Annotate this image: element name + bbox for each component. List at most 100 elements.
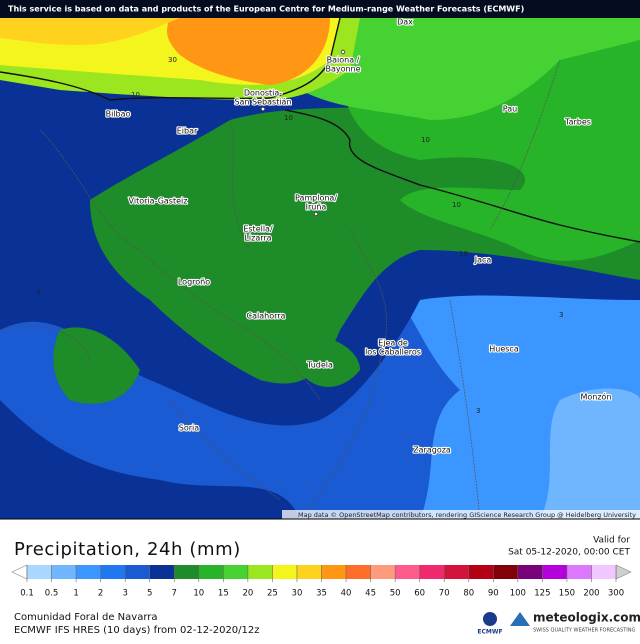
- city-label: Tudela: [306, 361, 333, 370]
- colorbar-swatch: [51, 565, 77, 579]
- contour-label: 10: [459, 250, 468, 258]
- colorbar-swatch: [419, 565, 445, 579]
- colorbar-tick-label: 7: [172, 589, 177, 599]
- contour-label: 10: [421, 136, 430, 144]
- colorbar-tick-label: 90: [488, 589, 499, 599]
- attribution-bg: [282, 510, 640, 519]
- admin-border: [0, 59, 561, 519]
- ecmwf-text: ECMWF: [477, 629, 502, 636]
- tagline: SWISS QUALITY WEATHER FORECASTING: [533, 628, 635, 634]
- brand-logo: [510, 612, 530, 626]
- colorbar-tick-label: 40: [341, 589, 352, 599]
- brand: meteologix.com: [533, 611, 640, 625]
- city-label: Soria: [179, 424, 199, 433]
- area: [53, 327, 140, 404]
- city-label: Lizarra: [244, 234, 271, 243]
- colorbar-tick-label: 0.1: [20, 589, 34, 599]
- area: [167, 18, 330, 85]
- city-label: Calahorra: [247, 312, 286, 321]
- city-label: Iruña: [306, 203, 327, 212]
- area: [90, 107, 640, 384]
- city-label: Bayonne: [325, 65, 360, 74]
- colorbar-swatch: [174, 565, 199, 579]
- contour-label: 3: [559, 311, 563, 319]
- colorbar-tick-label: 45: [365, 589, 376, 599]
- city-label: Monzón: [580, 392, 611, 402]
- city-label: los Caballeros: [365, 348, 421, 357]
- colorbar-tick-label: 1: [73, 589, 78, 599]
- city-label: Baiona /: [327, 56, 360, 65]
- colorbar-tick-label: 20: [242, 589, 253, 599]
- colorbar-swatch: [198, 565, 224, 579]
- colorbar-swatch: [517, 565, 543, 579]
- valid-time: Sat 05-12-2020, 00:00 CET: [508, 548, 630, 558]
- colorbar-tick-label: 3: [122, 589, 127, 599]
- colorbar-tick-label: 10: [193, 589, 204, 599]
- colorbar-tick-label: 100: [510, 589, 526, 599]
- ecmwf-logo: [483, 612, 497, 626]
- area: [0, 400, 300, 519]
- city-dot: [313, 211, 319, 217]
- map: 30 10 10 10 10 10 3 3 3 Dax Baiona / Bay…: [0, 0, 640, 519]
- area: [0, 18, 180, 45]
- colorbar-swatch: [493, 565, 518, 579]
- colorbar-swatch: [149, 565, 175, 579]
- colorbar-tick-label: 15: [218, 589, 229, 599]
- contour-label: 10: [131, 91, 140, 99]
- area: [540, 388, 640, 519]
- city-label: Tarbes: [564, 118, 591, 127]
- footer-region: Comunidad Foral de Navarra: [14, 612, 158, 623]
- colorbar-swatch: [321, 565, 347, 579]
- city-label: Dax: [397, 18, 413, 27]
- colorbar-swatch: [272, 565, 297, 579]
- colorbar-swatch: [370, 565, 396, 579]
- contour-label: 3: [476, 407, 480, 415]
- colorbar-swatch: [395, 565, 420, 579]
- colorbar-tick-label: 300: [608, 589, 624, 599]
- colorbar-tick-label: 60: [414, 589, 425, 599]
- colorbar-arrow: [615, 564, 632, 580]
- colorbar-tick-label: 2: [98, 589, 103, 599]
- city-label: Pau: [503, 105, 517, 114]
- city-label: Donostia-: [244, 89, 282, 98]
- colorbar-tick-label: 50: [390, 589, 401, 599]
- city-label: Pamplona/: [295, 194, 337, 203]
- contour-label: 10: [452, 201, 461, 209]
- city-label: Huesca: [489, 345, 519, 354]
- colorbar-tick-label: 125: [534, 589, 550, 599]
- border: [284, 109, 640, 243]
- colorbar-arrow: [11, 564, 28, 580]
- colorbar-tick-label: 70: [439, 589, 450, 599]
- colorbar-tick-label: 5: [147, 589, 152, 599]
- city-label: Bilbao: [106, 110, 131, 119]
- area: [300, 337, 360, 387]
- colorbar-tick-label: 30: [292, 589, 303, 599]
- colorbar-swatch: [542, 565, 567, 579]
- legend-title: Precipitation, 24h (mm): [14, 539, 241, 560]
- colorbar-swatch: [223, 565, 248, 579]
- city-label: San Sebastián: [234, 98, 291, 107]
- area: [300, 18, 640, 120]
- city-label: Logroño: [178, 278, 210, 287]
- colorbar-swatch: [444, 565, 469, 579]
- city-dot: [260, 106, 266, 112]
- contour-label: 3: [36, 288, 40, 296]
- city-dot: [340, 49, 346, 55]
- colorbar-swatch: [76, 565, 101, 579]
- coastline: [0, 17, 341, 101]
- banner: This service is based on data and produc…: [8, 5, 524, 14]
- colorbar-tick-label: 200: [583, 589, 599, 599]
- colorbar-swatch: [27, 565, 52, 579]
- city-label: Jaca: [474, 256, 492, 265]
- colorbar-tick-label: 0.5: [45, 589, 59, 599]
- contour-label: 10: [284, 114, 293, 122]
- footer-model: ECMWF IFS HRES (10 days) from 02-12-2020…: [14, 625, 260, 636]
- colorbar-swatch: [566, 565, 592, 579]
- city-label: Zaragoza: [413, 446, 451, 455]
- colorbar-tick-label: 80: [463, 589, 474, 599]
- colorbar: 0.1 0.5 1 2 3 5 7 10 15 20 25 30 35 40 45 50 60 70 80 90 100…: [11, 564, 632, 599]
- city-label: Estella/: [243, 225, 273, 234]
- colorbar-swatch: [468, 565, 494, 579]
- colorbar-tick-label: 35: [316, 589, 327, 599]
